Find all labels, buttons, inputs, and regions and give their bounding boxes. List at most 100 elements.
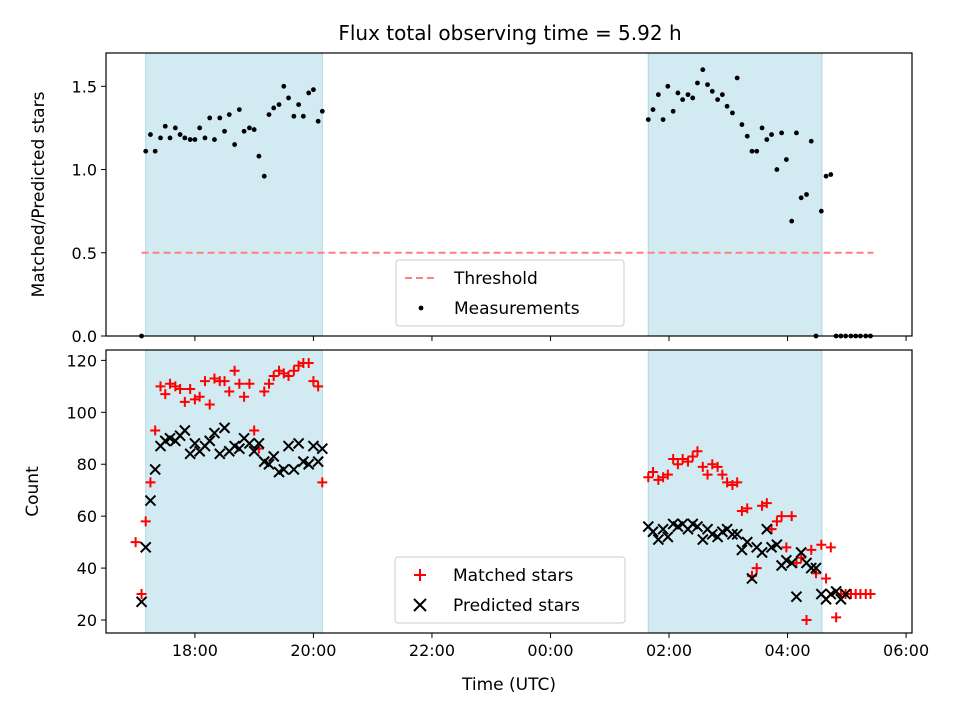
legend-measurement-marker (418, 305, 424, 311)
measurement-point (182, 135, 188, 141)
measurement-point (286, 95, 291, 101)
matched-star-point (816, 539, 827, 550)
predicted-star-point (746, 572, 758, 585)
y-tick-label: 20 (77, 611, 97, 630)
measurement-point (300, 113, 306, 119)
measurement-point (828, 172, 834, 177)
measurement-point (222, 128, 227, 134)
observing-window-span (145, 52, 323, 337)
matched-star-point (263, 378, 274, 389)
x-tick-label: 00:00 (527, 641, 573, 660)
predicted-star-point (652, 533, 665, 546)
y-tick-label: 0.5 (72, 244, 97, 263)
measurement-point (319, 108, 325, 114)
matched-star-point (712, 461, 723, 472)
matched-star-point (781, 542, 792, 553)
y-axis-label: Matched/Predicted stars (29, 91, 49, 297)
legend-label: Predicted stars (453, 596, 580, 616)
measurement-point (650, 107, 656, 112)
matched-star-point (643, 472, 654, 483)
measurement-point (754, 148, 760, 154)
measurement-point (241, 128, 247, 134)
matched-star-point (219, 376, 230, 387)
measurement-point (719, 92, 725, 98)
matched-star-point (702, 469, 713, 480)
predicted-star-point (697, 533, 709, 546)
measurement-point (251, 127, 257, 132)
matched-star-point (130, 537, 141, 548)
matched-star-point (662, 469, 673, 480)
measurement-point (700, 67, 706, 73)
measurement-point (276, 102, 282, 108)
x-tick-label: 02:00 (646, 641, 692, 660)
matched-star-point (831, 612, 842, 623)
measurement-point (715, 97, 721, 103)
measurement-point (734, 75, 740, 81)
measurement-point (789, 218, 795, 224)
matched-star-point (175, 383, 186, 394)
measurement-point (177, 132, 183, 137)
x-tick-label: 06:00 (883, 641, 929, 660)
measurement-point (690, 95, 696, 101)
measurement-point (266, 112, 272, 117)
predicted-star-point (233, 442, 246, 455)
matched-star-point (268, 370, 279, 381)
matched-star-point (786, 511, 797, 522)
predicted-star-point (189, 437, 201, 450)
legend-matched-marker (414, 569, 426, 581)
measurement-point (261, 173, 267, 179)
matched-star-point (825, 542, 836, 553)
predicted-star-point (657, 523, 669, 535)
axes-frame (105, 349, 913, 634)
matched-star-point (742, 503, 753, 514)
predicted-star-point (208, 427, 221, 439)
measurement-point (645, 117, 651, 122)
measurement-point (172, 125, 178, 131)
measurement-point (818, 208, 824, 214)
matched-star-point (234, 378, 245, 389)
legend-box (395, 259, 625, 327)
measurement-point (665, 83, 671, 89)
figure-title: Flux total observing time = 5.92 h (338, 21, 681, 45)
matched-star-point (806, 544, 817, 555)
measurement-point (143, 148, 149, 154)
measurement-point (236, 107, 242, 112)
matched-star-point (821, 573, 832, 584)
matched-star-point (224, 386, 235, 397)
matched-star-point (692, 446, 703, 457)
matched-star-point (732, 477, 743, 488)
measurement-point (192, 137, 198, 142)
predicted-star-point (771, 539, 783, 551)
measurement-point (685, 92, 691, 98)
predicted-star-point (282, 440, 295, 452)
matched-star-point (140, 516, 151, 527)
series-predicted-stars (135, 422, 852, 608)
measurement-point (709, 88, 715, 94)
measurement-point (749, 148, 755, 154)
measurement-point (804, 192, 809, 197)
matched-star-point (677, 454, 688, 465)
predicted-star-point (218, 422, 231, 434)
measurement-point (291, 113, 297, 119)
matched-star-point (722, 477, 733, 488)
measurement-point (296, 102, 302, 108)
measurement-point (226, 112, 232, 117)
measurement-point (759, 125, 765, 131)
y-tick-label: 40 (77, 559, 97, 578)
matched-star-point (672, 459, 683, 470)
x-tick-label: 04:00 (764, 641, 810, 660)
legend-box (394, 556, 626, 624)
measurement-point (256, 153, 262, 159)
measurement-point (167, 135, 173, 141)
matched-star-point (249, 425, 260, 436)
matched-star-point (865, 589, 876, 600)
predicted-star-point (253, 437, 265, 450)
matched-star-point (185, 383, 196, 394)
y-tick-label: 1.5 (72, 77, 97, 96)
measurement-point (798, 195, 804, 201)
predicted-star-point (756, 546, 768, 559)
measurement-point (670, 108, 676, 114)
matched-star-point (697, 461, 708, 472)
measurement-point (675, 90, 681, 96)
